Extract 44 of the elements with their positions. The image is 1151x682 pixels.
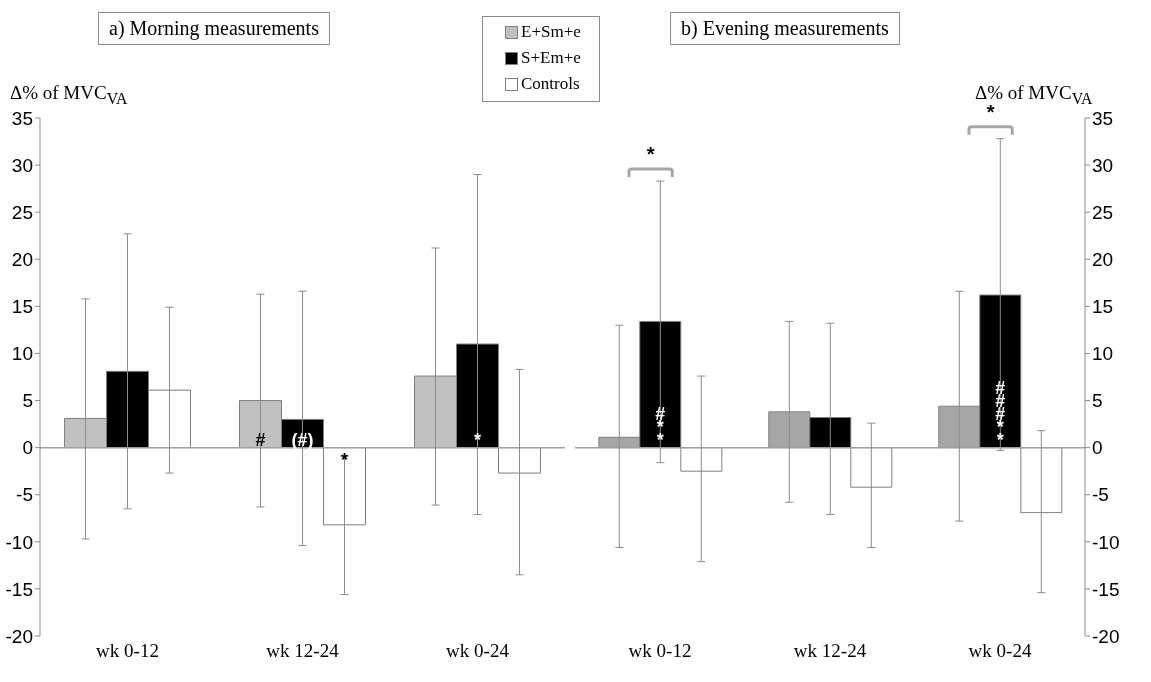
y-tick-label: -15 bbox=[5, 578, 33, 600]
data-label: # bbox=[255, 429, 266, 450]
legend-label: S+Em+e bbox=[521, 47, 581, 69]
annotation: * bbox=[986, 100, 995, 123]
x-tick-label: wk 12-24 bbox=[266, 640, 340, 662]
y2-tick-label: 30 bbox=[1092, 154, 1114, 176]
y-tick-label: 25 bbox=[11, 201, 33, 223]
y-axis-title: Δ% of MVC$_{VA}$ bbox=[10, 82, 128, 108]
y2-tick-label: 10 bbox=[1092, 343, 1114, 365]
x-tick-label: wk 0-24 bbox=[968, 640, 1032, 662]
x-tick-label: wk 0-12 bbox=[628, 640, 692, 662]
y2-tick-label: -15 bbox=[1092, 578, 1120, 600]
y-tick-label: 0 bbox=[22, 437, 33, 459]
y2-tick-label: -5 bbox=[1092, 484, 1109, 506]
data-label: (#) bbox=[291, 429, 314, 450]
y-tick-label: 30 bbox=[11, 154, 33, 176]
data-label: * bbox=[340, 449, 349, 470]
data-label: ###** bbox=[995, 377, 1006, 450]
y-tick-label: -5 bbox=[16, 484, 33, 506]
y2-tick-label: -10 bbox=[1092, 531, 1120, 553]
y-tick-label: -10 bbox=[5, 531, 33, 553]
chart-title: a) Morning measurements bbox=[98, 12, 330, 45]
y2-tick-label: 0 bbox=[1092, 437, 1103, 459]
y2-tick-label: 20 bbox=[1092, 249, 1114, 271]
y-tick-label: 10 bbox=[11, 343, 33, 365]
y2-tick-label: 5 bbox=[1092, 390, 1103, 412]
x-tick-label: wk 0-24 bbox=[446, 640, 510, 662]
y2-tick-label: -20 bbox=[1092, 625, 1120, 647]
y-tick-label: -20 bbox=[5, 625, 33, 647]
annotation: * bbox=[646, 143, 655, 166]
y-tick-label: 20 bbox=[11, 249, 33, 271]
y2-tick-label: 15 bbox=[1092, 296, 1114, 318]
data-label: #** bbox=[655, 403, 666, 450]
y2-tick-label: 25 bbox=[1092, 201, 1114, 223]
y-tick-label: 35 bbox=[11, 107, 33, 129]
legend-label: E+Sm+e bbox=[521, 21, 581, 43]
data-label: * bbox=[473, 429, 482, 450]
x-tick-label: wk 12-24 bbox=[793, 640, 867, 662]
y2-tick-label: 35 bbox=[1092, 107, 1114, 129]
legend-label: Controls bbox=[521, 73, 580, 95]
y-tick-label: 5 bbox=[22, 390, 33, 412]
y-tick-label: 15 bbox=[11, 296, 33, 318]
x-tick-label: wk 0-12 bbox=[96, 640, 159, 662]
chart-title: b) Evening measurements bbox=[670, 12, 900, 45]
